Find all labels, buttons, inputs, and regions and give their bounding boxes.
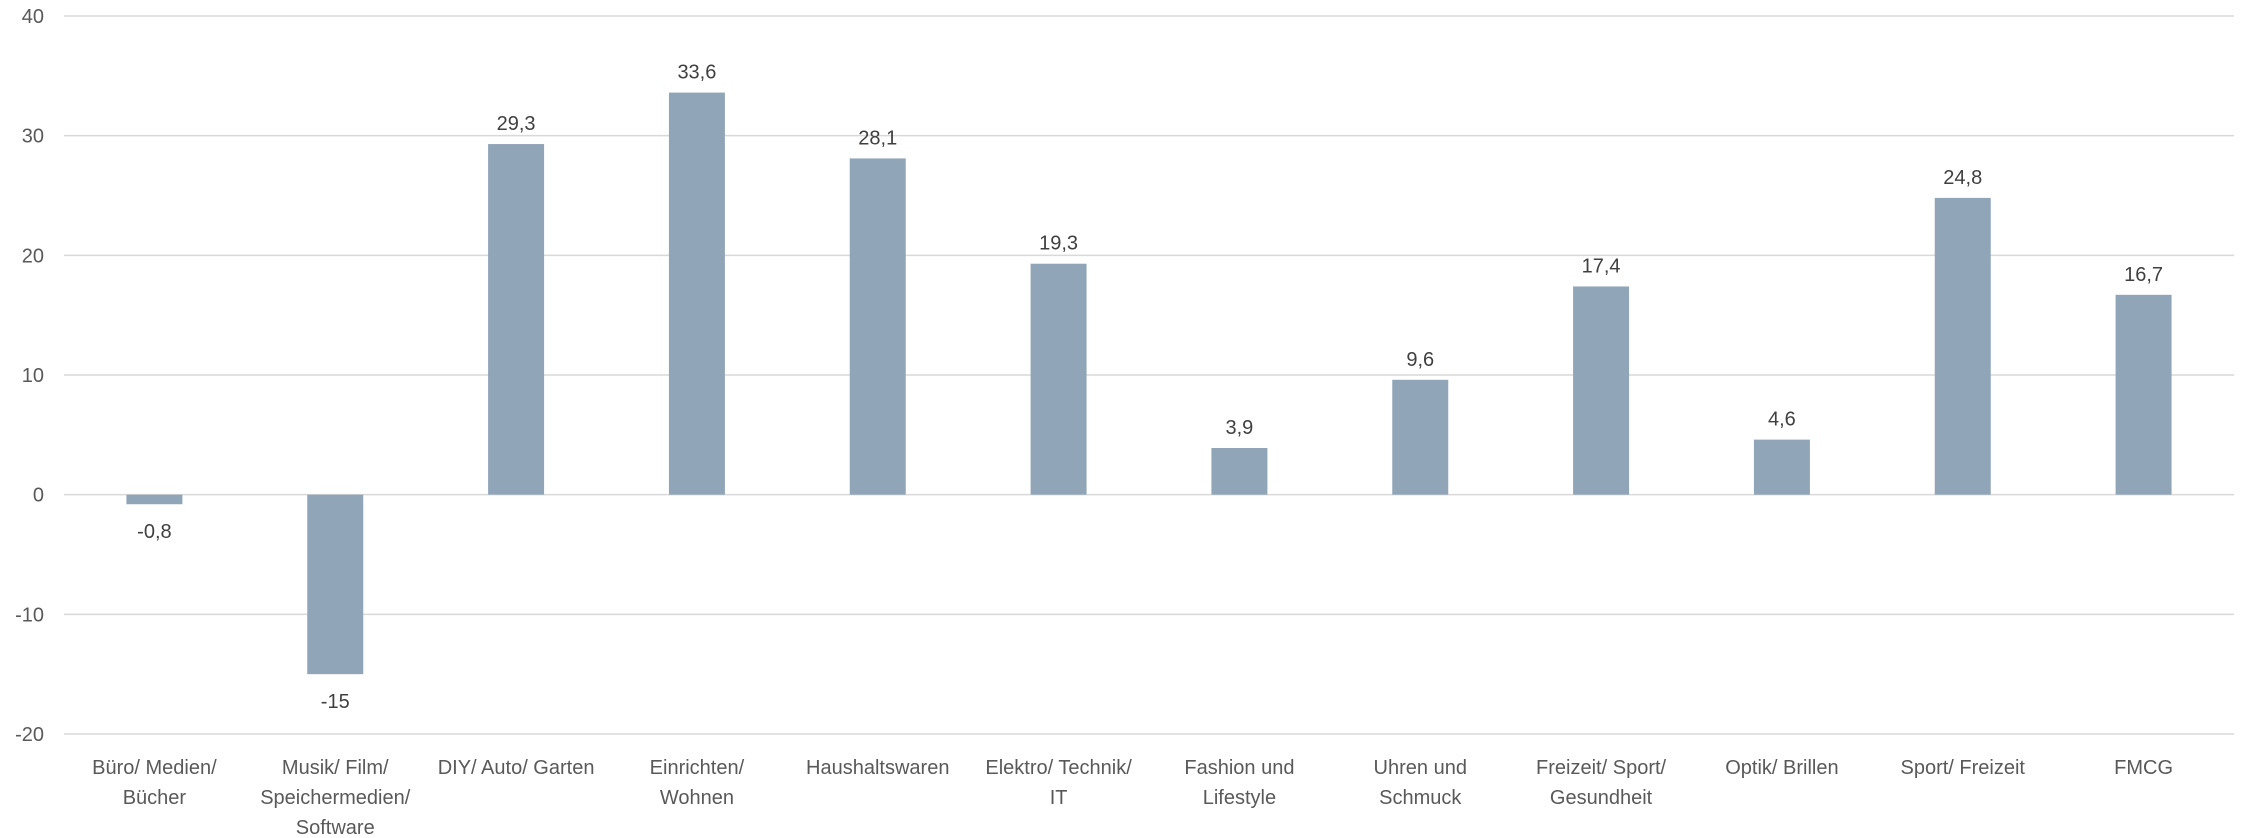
data-label: 9,6: [1406, 349, 1434, 371]
bar: [1753, 439, 1810, 495]
y-tick-label: 30: [22, 126, 44, 148]
bar: [2115, 294, 2172, 495]
data-label: -15: [321, 691, 350, 713]
category-label: Sport/ Freizeit: [1901, 757, 2026, 779]
category-label: Haushaltswaren: [806, 757, 949, 779]
data-label: 17,4: [1582, 255, 1621, 277]
category-label: FMCG: [2114, 757, 2173, 779]
data-label: 3,9: [1226, 417, 1254, 439]
category-label: IT: [1050, 787, 1068, 809]
data-label: 24,8: [1943, 167, 1982, 189]
x-axis-categories: Büro/ Medien/Bücher Musik/ Film/Speicherm…: [92, 757, 2173, 838]
bar: [1211, 447, 1268, 495]
category-label: Uhren und: [1374, 757, 1467, 779]
category-label: Freizeit/ Sport/: [1536, 757, 1666, 779]
bar: [1573, 286, 1630, 495]
bar: [488, 144, 545, 495]
category-label: Wohnen: [660, 787, 734, 809]
category-label: Einrichten/: [650, 757, 745, 779]
category-label: Lifestyle: [1203, 787, 1276, 809]
category-label: Optik/ Brillen: [1725, 757, 1838, 779]
category-label: Speichermedien/: [260, 787, 411, 809]
gridlines: [64, 15, 2234, 735]
data-label: 4,6: [1768, 409, 1796, 431]
y-tick-label: 20: [22, 245, 44, 267]
bar: [1934, 197, 1991, 495]
y-tick-label: 40: [22, 6, 44, 28]
bar: [668, 92, 725, 495]
bar: [1030, 263, 1087, 495]
category-label: Gesundheit: [1550, 787, 1653, 809]
bar: [126, 494, 183, 505]
y-axis-ticks: -20 -10 0 10 20 30 40: [15, 6, 44, 746]
y-tick-label: 10: [22, 365, 44, 387]
category-label: Büro/ Medien/: [92, 757, 217, 779]
data-label: -0,8: [137, 521, 171, 543]
y-tick-label: -10: [15, 604, 44, 626]
data-label: 19,3: [1039, 233, 1078, 255]
category-label: Software: [296, 817, 375, 838]
category-label: Musik/ Film/: [282, 757, 389, 779]
y-tick-label: 0: [33, 485, 44, 507]
bar: [307, 494, 364, 675]
category-label: Schmuck: [1379, 787, 1462, 809]
category-label: DIY/ Auto/ Garten: [438, 757, 595, 779]
bars: [126, 92, 2172, 675]
category-label: Elektro/ Technik/: [985, 757, 1132, 779]
data-labels: -0,8 -15 29,3 33,6 28,1 19,3 3,9 9,6 17,4 4,6 24,8…: [137, 62, 2163, 714]
data-label: 28,1: [858, 127, 897, 149]
data-label: 29,3: [497, 113, 536, 135]
category-label: Bücher: [123, 787, 187, 809]
data-label: 16,7: [2124, 264, 2163, 286]
bar: [849, 158, 906, 495]
data-label: 33,6: [677, 62, 716, 84]
y-tick-label: -20: [15, 724, 44, 746]
category-label: Fashion und: [1184, 757, 1294, 779]
bar: [1392, 379, 1449, 495]
